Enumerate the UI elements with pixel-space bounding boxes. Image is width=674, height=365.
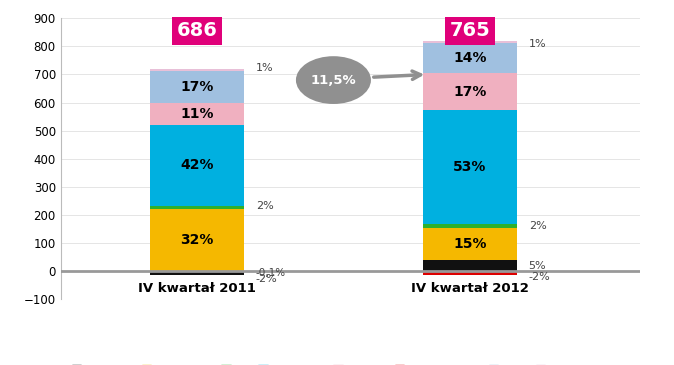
- Bar: [150, 271, 244, 275]
- Bar: [150, 71, 244, 103]
- Bar: [423, 228, 517, 261]
- Legend: Wydobycie, Wytwarzanie, OZE, Dystrybucja, Sprzedaż, Obsługa Klienta, Ciepło, Poz: Wydobycie, Wytwarzanie, OZE, Dystrybucja…: [68, 361, 599, 365]
- Text: -2%: -2%: [256, 274, 278, 284]
- Text: 686: 686: [177, 22, 218, 41]
- Bar: [150, 69, 244, 71]
- Text: -0,1%: -0,1%: [256, 268, 286, 278]
- Ellipse shape: [296, 56, 371, 104]
- Bar: [423, 224, 517, 228]
- Bar: [423, 271, 517, 276]
- Bar: [150, 125, 244, 205]
- Text: 53%: 53%: [453, 160, 487, 174]
- Text: 2%: 2%: [528, 221, 547, 231]
- Text: 11%: 11%: [181, 107, 214, 121]
- Bar: [423, 41, 517, 43]
- Text: IV kwartał 2011: IV kwartał 2011: [138, 281, 256, 295]
- Text: 1%: 1%: [528, 39, 546, 49]
- Bar: [423, 43, 517, 73]
- Bar: [423, 261, 517, 271]
- Text: 2%: 2%: [256, 201, 274, 211]
- Text: 765: 765: [450, 22, 490, 41]
- Bar: [423, 110, 517, 224]
- Text: 17%: 17%: [181, 80, 214, 94]
- Bar: [150, 103, 244, 125]
- Text: 5%: 5%: [528, 261, 546, 271]
- Text: 32%: 32%: [181, 233, 214, 247]
- Text: -2%: -2%: [528, 272, 551, 282]
- Text: 1%: 1%: [256, 63, 274, 73]
- Text: 42%: 42%: [181, 158, 214, 172]
- Text: IV kwartał 2012: IV kwartał 2012: [411, 281, 529, 295]
- Text: 17%: 17%: [453, 85, 487, 99]
- Bar: [423, 73, 517, 110]
- Bar: [150, 210, 244, 271]
- Bar: [150, 205, 244, 210]
- Text: 15%: 15%: [453, 237, 487, 251]
- Text: 11,5%: 11,5%: [311, 74, 357, 87]
- Text: 14%: 14%: [453, 51, 487, 65]
